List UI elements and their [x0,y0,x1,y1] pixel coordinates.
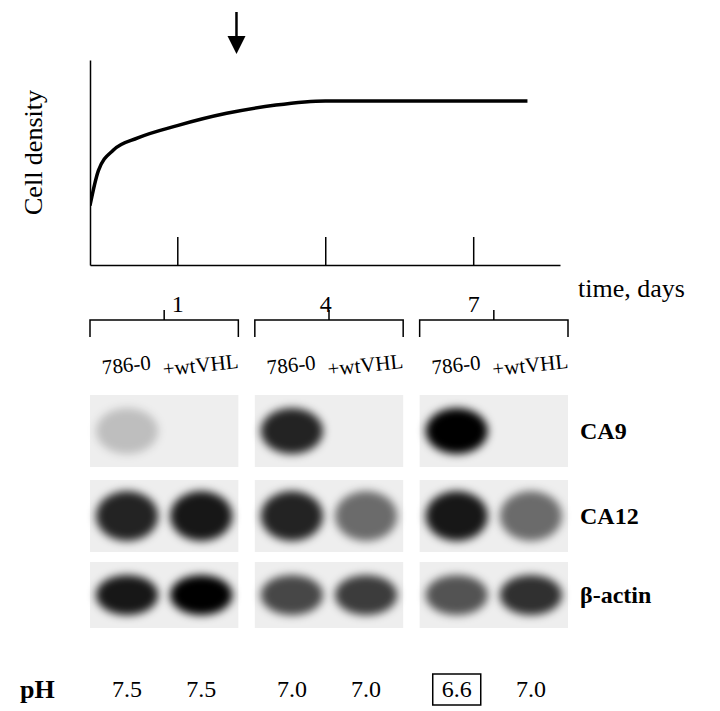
lane-label: 786-0 [266,351,317,380]
arrow [227,12,245,54]
x-tick-mark [473,237,475,265]
blot-band [335,408,397,454]
x-tick-label: 4 [320,291,332,317]
x-axis: 1 4 7 [91,237,561,317]
blot-panel [90,395,238,467]
row-label: β-actin [580,582,651,608]
lane-label: +wtVHL [491,349,569,381]
blot-band [96,575,158,615]
ph-value: 7.0 [277,676,307,702]
arrow-shaft [235,12,238,40]
blot-band [261,575,323,615]
arrow-head [227,36,245,54]
plot-area [90,101,527,206]
blot-band [500,575,562,615]
blot-panel [255,395,403,467]
ph-box [433,674,481,705]
row-label: CA12 [580,503,639,529]
ph-label: pH [20,675,55,704]
blot-row [90,562,568,628]
lane-label: +wtVHL [161,349,239,381]
ph-value: 7.0 [351,676,381,702]
x-axis-title: time, days [578,274,685,303]
blot-band [96,408,158,454]
lane-label: +wtVHL [326,349,404,381]
figure: 1 4 7 Cell density time, days 786-0 +wtVHL 786-… [0,0,720,711]
blot-band [500,491,562,541]
x-tick: 4 [320,237,332,317]
row-label: CA9 [580,418,627,444]
blot-panel [420,395,568,467]
blot-band [170,408,232,454]
blot-band [96,491,158,541]
blot-panel [90,480,238,552]
blot-band [261,408,323,454]
x-tick-label: 1 [172,291,184,317]
blot-band [426,575,488,615]
blot-band [500,408,562,454]
blot-row [90,395,568,467]
group-bracket [90,310,238,337]
blot-band [170,575,232,615]
x-tick-mark [325,237,327,265]
blot-band [335,575,397,615]
blot-band [426,408,488,454]
blot-band [261,491,323,541]
blot-panel [420,480,568,552]
y-axis-line [90,61,92,266]
x-tick: 7 [468,237,480,317]
ph-value: 7.0 [516,676,546,702]
growth-curve [90,101,527,206]
lane-label: 786-0 [430,351,481,380]
blot-panel [90,562,238,628]
y-axis-title: Cell density [19,90,48,215]
x-tick: 1 [172,237,184,317]
blot-panel [255,480,403,552]
y-axis [90,61,91,266]
ph-value: 7.5 [112,676,142,702]
group-bracket [420,310,568,337]
blot-band [426,491,488,541]
blot-panel [255,562,403,628]
blot-panel [420,562,568,628]
lane-label: 786-0 [101,351,152,380]
blot-band [335,491,397,541]
x-tick-mark [177,237,179,265]
ph-value: 7.5 [186,676,216,702]
blot-band [170,491,232,541]
x-tick-label: 7 [468,291,480,317]
blot-row [90,480,568,552]
ph-value: 6.6 [442,676,472,702]
group-bracket [255,310,403,337]
